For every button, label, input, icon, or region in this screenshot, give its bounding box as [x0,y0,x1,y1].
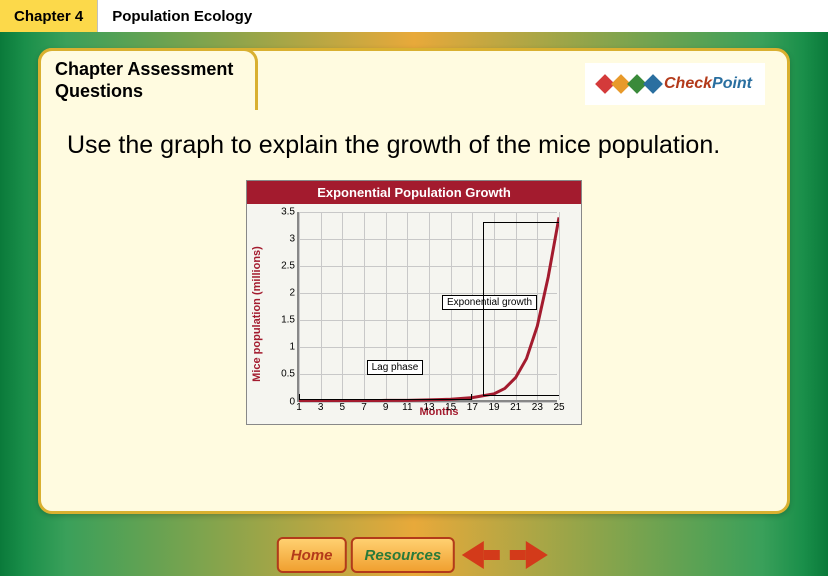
prev-button[interactable] [459,537,503,573]
question-text: Use the graph to explain the growth of t… [67,129,761,162]
home-button[interactable]: Home [277,537,347,573]
content-area: Use the graph to explain the growth of t… [67,129,761,425]
chart-xtick: 13 [423,402,434,413]
chart-plot-area: 00.511.522.533.5135791113151719212325Lag… [297,212,557,402]
content-panel: Chapter Assessment Questions CheckPoint … [38,48,790,514]
chart-ytick: 1 [289,342,295,353]
chart: Exponential Population Growth Mice popul… [246,180,582,425]
top-bar: Chapter 4 Population Ecology [0,0,828,32]
arrow-left-icon [462,541,484,569]
chart-xtick: 19 [488,402,499,413]
folder-tab: Chapter Assessment Questions [38,48,258,110]
chart-ytick: 3.5 [281,206,295,217]
checkpoint-logo: CheckPoint [585,63,765,105]
bottom-nav: Home Resources [277,537,551,573]
chart-annotation: Lag phase [367,360,424,375]
chart-ytick: 2 [289,287,295,298]
arrow-right-icon [526,541,548,569]
chapter-title: Population Ecology [98,0,266,32]
checkpoint-word1: Check [664,75,712,92]
chart-xtick: 7 [361,402,367,413]
chart-ytick: 1.5 [281,315,295,326]
chart-title: Exponential Population Growth [247,181,581,204]
section-title: Chapter Assessment Questions [55,59,241,102]
chart-xtick: 25 [553,402,564,413]
chart-xtick: 5 [340,402,346,413]
chart-ytick: 0 [289,396,295,407]
chart-xtick: 9 [383,402,389,413]
chart-xtick: 1 [296,402,302,413]
checkpoint-word2: Point [712,75,752,92]
chart-ytick: 2.5 [281,260,295,271]
chapter-tab: Chapter 4 [0,0,98,32]
chart-xtick: 3 [318,402,324,413]
chart-xtick: 21 [510,402,521,413]
chart-ytick: 3 [289,233,295,244]
chart-xtick: 23 [532,402,543,413]
chart-xtick: 17 [467,402,478,413]
chart-xtick: 11 [402,402,412,413]
resources-button[interactable]: Resources [350,537,455,573]
next-button[interactable] [507,537,551,573]
chart-ylabel: Mice population (millions) [251,246,263,382]
chart-ytick: 0.5 [281,369,295,380]
chart-xtick: 15 [445,402,456,413]
